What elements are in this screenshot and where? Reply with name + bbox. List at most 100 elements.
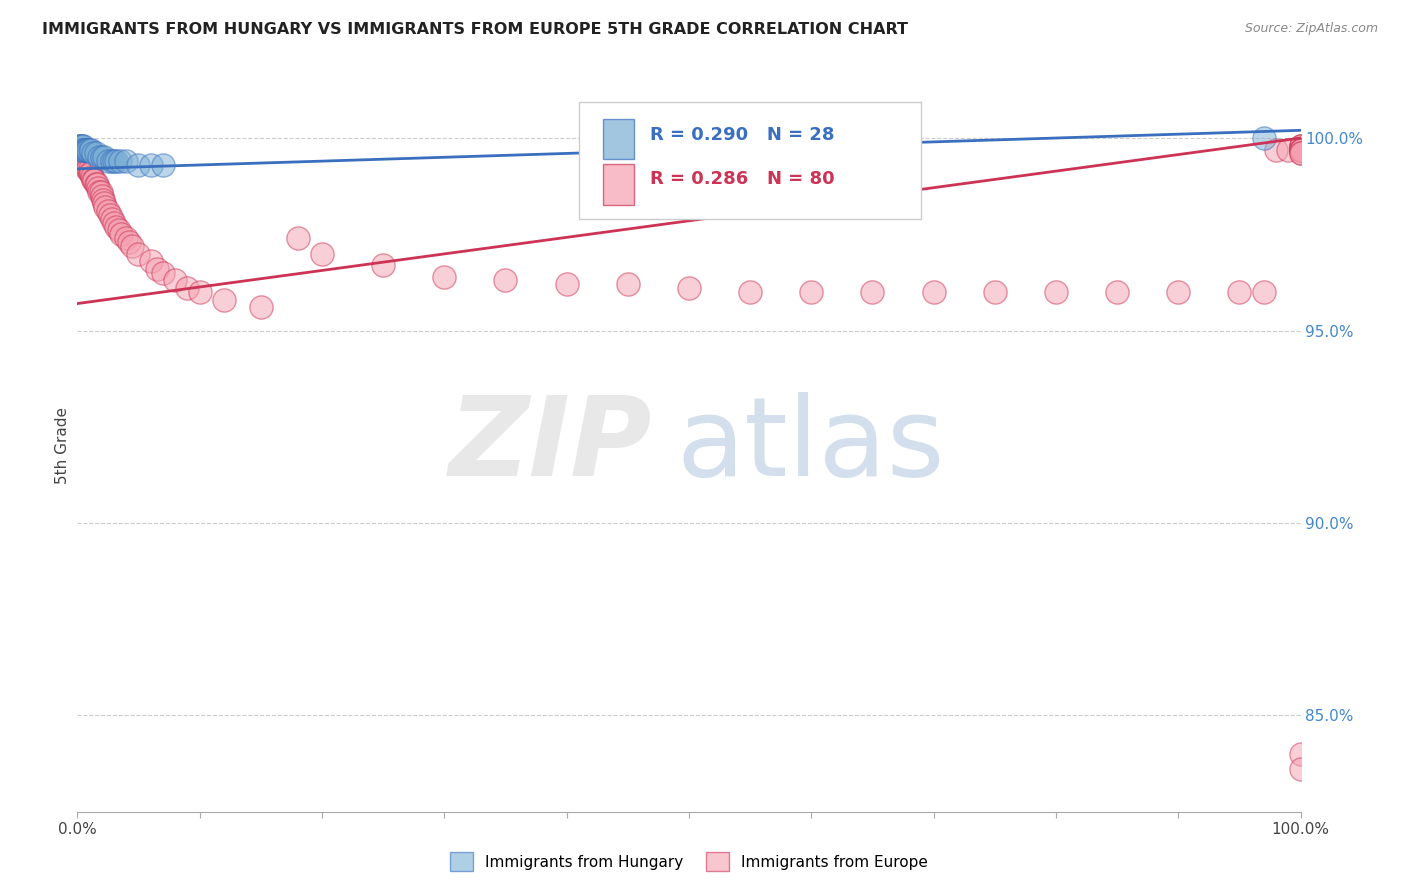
- Point: [1289, 138, 1312, 153]
- Point: [72, 150, 94, 164]
- Point: [1265, 143, 1288, 157]
- Point: [69, 143, 91, 157]
- Point: [115, 154, 138, 169]
- Point: [121, 239, 143, 253]
- Point: [152, 158, 174, 172]
- Point: [77, 143, 100, 157]
- Point: [69, 138, 91, 153]
- Point: [146, 261, 169, 276]
- Point: [75, 158, 97, 172]
- Point: [1277, 143, 1299, 157]
- Point: [70, 146, 93, 161]
- Point: [73, 150, 96, 164]
- Point: [72, 146, 94, 161]
- Point: [90, 150, 112, 164]
- Point: [90, 188, 112, 202]
- Point: [1253, 131, 1275, 145]
- Point: [72, 143, 94, 157]
- Point: [1229, 285, 1251, 299]
- Point: [76, 158, 98, 172]
- Point: [70, 150, 93, 164]
- Point: [371, 258, 394, 272]
- Point: [82, 146, 104, 161]
- Point: [97, 154, 120, 169]
- Point: [70, 138, 93, 153]
- Point: [1289, 138, 1312, 153]
- Legend: Immigrants from Hungary, Immigrants from Europe: Immigrants from Hungary, Immigrants from…: [444, 847, 934, 877]
- Point: [678, 281, 700, 295]
- Point: [152, 266, 174, 280]
- Text: ZIP: ZIP: [449, 392, 652, 500]
- Point: [89, 185, 111, 199]
- Point: [176, 281, 198, 295]
- Point: [103, 154, 125, 169]
- Point: [84, 146, 107, 161]
- Point: [70, 143, 93, 157]
- Point: [165, 273, 187, 287]
- Point: [105, 219, 128, 234]
- Point: [86, 178, 108, 192]
- Point: [79, 166, 101, 180]
- Text: Source: ZipAtlas.com: Source: ZipAtlas.com: [1244, 22, 1378, 36]
- Point: [495, 273, 517, 287]
- Point: [82, 173, 104, 187]
- Point: [800, 285, 823, 299]
- Point: [89, 150, 111, 164]
- Point: [80, 143, 103, 157]
- Point: [90, 185, 112, 199]
- Point: [83, 173, 105, 187]
- Point: [139, 254, 162, 268]
- Point: [100, 154, 122, 169]
- Point: [984, 285, 1007, 299]
- Point: [87, 181, 110, 195]
- Point: [1289, 138, 1312, 153]
- Point: [98, 208, 121, 222]
- Point: [740, 285, 762, 299]
- Point: [72, 138, 94, 153]
- Text: atlas: atlas: [676, 392, 945, 500]
- Y-axis label: 5th Grade: 5th Grade: [55, 408, 70, 484]
- FancyBboxPatch shape: [603, 119, 634, 160]
- Point: [555, 277, 578, 292]
- Point: [1289, 747, 1312, 761]
- Point: [128, 246, 150, 260]
- Point: [188, 285, 211, 299]
- Point: [1167, 285, 1189, 299]
- Point: [1289, 146, 1312, 161]
- Point: [79, 161, 101, 176]
- Text: R = 0.286   N = 80: R = 0.286 N = 80: [650, 169, 834, 187]
- Point: [1289, 763, 1312, 777]
- Point: [1289, 143, 1312, 157]
- Point: [76, 161, 98, 176]
- Point: [250, 301, 273, 315]
- Point: [1045, 285, 1067, 299]
- Point: [139, 158, 162, 172]
- Point: [110, 227, 132, 242]
- Point: [1107, 285, 1129, 299]
- Point: [94, 200, 117, 214]
- Point: [80, 169, 103, 184]
- Point: [115, 231, 138, 245]
- Point: [128, 158, 150, 172]
- Point: [212, 293, 235, 307]
- Point: [77, 161, 100, 176]
- Point: [311, 246, 333, 260]
- Point: [84, 178, 107, 192]
- Point: [70, 138, 93, 153]
- Point: [79, 143, 101, 157]
- Point: [1289, 143, 1312, 157]
- Text: R = 0.290   N = 28: R = 0.290 N = 28: [650, 126, 834, 144]
- Point: [287, 231, 309, 245]
- Point: [1289, 143, 1312, 157]
- Point: [93, 150, 115, 164]
- Point: [67, 138, 90, 153]
- Point: [103, 216, 125, 230]
- Point: [91, 193, 114, 207]
- Point: [75, 143, 97, 157]
- Point: [93, 196, 115, 211]
- Point: [108, 154, 131, 169]
- Text: IMMIGRANTS FROM HUNGARY VS IMMIGRANTS FROM EUROPE 5TH GRADE CORRELATION CHART: IMMIGRANTS FROM HUNGARY VS IMMIGRANTS FR…: [42, 22, 908, 37]
- Point: [97, 204, 120, 219]
- Point: [1253, 285, 1275, 299]
- Point: [617, 277, 640, 292]
